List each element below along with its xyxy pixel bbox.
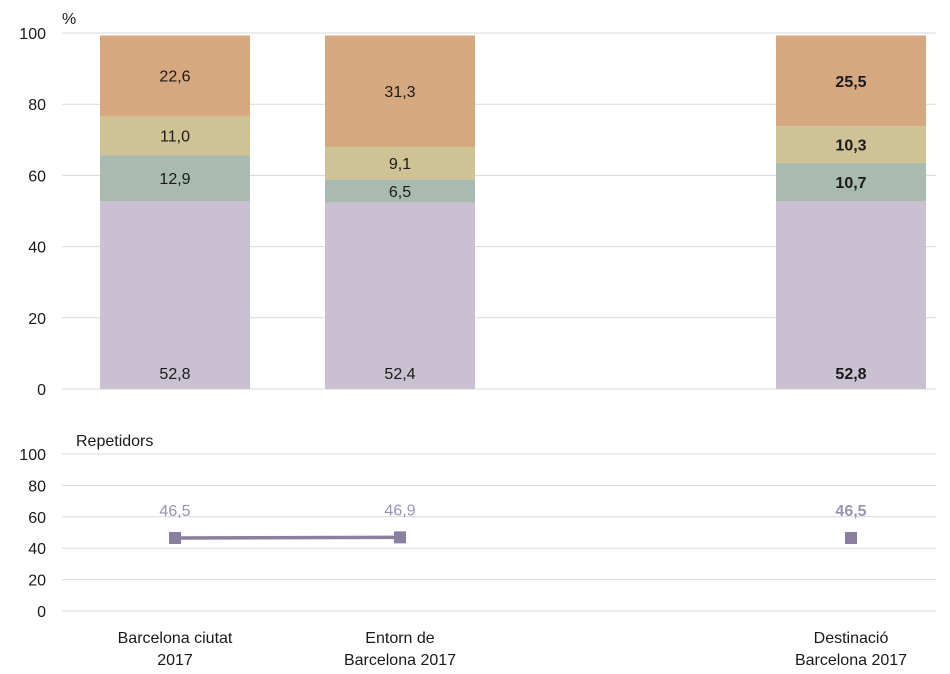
bar-value-label: 12,9 bbox=[159, 171, 190, 188]
bar-segment bbox=[325, 179, 475, 203]
repetidors-value-labels: 46,5 46,9 46,5 bbox=[159, 502, 866, 520]
y-tick-label: 100 bbox=[19, 26, 46, 43]
repetidors-line-series bbox=[169, 531, 857, 544]
bottom-chart-y-axis: 0 20 40 60 80 100 bbox=[19, 447, 46, 621]
bar-segment bbox=[100, 115, 250, 156]
bar-segment bbox=[776, 162, 926, 202]
bar-segment bbox=[776, 35, 926, 127]
bar-value-label: 52,8 bbox=[159, 366, 190, 383]
x-category-label: Barcelona 2017 bbox=[344, 652, 456, 669]
stacked-bars bbox=[100, 35, 926, 389]
y-tick-label: 0 bbox=[37, 604, 46, 621]
stacked-bar-value-labels: 52,8 12,9 11,0 22,6 52,4 6,5 9,1 31,3 52,8 10,7 10… bbox=[159, 69, 866, 383]
y-tick-label: 0 bbox=[37, 382, 46, 399]
bar-value-label: 22,6 bbox=[159, 69, 190, 86]
y-tick-label: 60 bbox=[28, 168, 46, 185]
line-value-label: 46,9 bbox=[384, 502, 415, 519]
bar-value-label: 10,3 bbox=[835, 138, 866, 155]
x-category-label: Barcelona 2017 bbox=[795, 652, 907, 669]
line-value-label: 46,5 bbox=[835, 503, 866, 520]
bar-value-label: 9,1 bbox=[389, 156, 411, 173]
y-tick-label: 40 bbox=[28, 240, 46, 257]
y-tick-label: 80 bbox=[28, 478, 46, 495]
top-chart-y-axis: 0 20 40 60 80 100 bbox=[19, 26, 46, 399]
line-value-label: 46,5 bbox=[159, 503, 190, 520]
x-category-label: Destinació bbox=[814, 630, 889, 647]
y-axis-unit-label: % bbox=[62, 11, 76, 28]
bar-segment bbox=[100, 201, 250, 389]
y-tick-label: 80 bbox=[28, 97, 46, 114]
x-category-label: 2017 bbox=[157, 652, 193, 669]
y-tick-label: 100 bbox=[19, 447, 46, 464]
bar-value-label: 6,5 bbox=[389, 184, 411, 201]
line-segment bbox=[174, 535, 401, 540]
line-marker bbox=[394, 531, 406, 544]
y-tick-label: 20 bbox=[28, 573, 46, 590]
line-marker bbox=[845, 531, 857, 544]
bar-value-label: 25,5 bbox=[835, 74, 866, 91]
bar-value-label: 31,3 bbox=[384, 84, 415, 101]
line-marker bbox=[169, 531, 181, 544]
bar-value-label: 52,4 bbox=[384, 366, 415, 383]
bar-segment bbox=[776, 201, 926, 389]
bottom-chart-title: Repetidors bbox=[76, 433, 153, 450]
bar-segment bbox=[325, 146, 475, 180]
bottom-chart-gridlines bbox=[62, 453, 936, 612]
x-axis-category-labels: Barcelona ciutat 2017 Entorn de Barcelona 2… bbox=[118, 630, 908, 669]
bar-value-label: 10,7 bbox=[835, 175, 866, 192]
y-tick-label: 60 bbox=[28, 510, 46, 527]
x-category-label: Barcelona ciutat bbox=[118, 630, 233, 647]
y-tick-label: 20 bbox=[28, 311, 46, 328]
x-category-label: Entorn de bbox=[365, 630, 434, 647]
y-tick-label: 40 bbox=[28, 541, 46, 558]
bar-value-label: 52,8 bbox=[835, 366, 866, 383]
bar-segment bbox=[100, 35, 250, 116]
bar-segment bbox=[325, 202, 475, 389]
bar-segment bbox=[776, 126, 926, 163]
bar-segment bbox=[325, 35, 475, 147]
bar-segment bbox=[100, 155, 250, 202]
bar-value-label: 11,0 bbox=[160, 129, 190, 146]
